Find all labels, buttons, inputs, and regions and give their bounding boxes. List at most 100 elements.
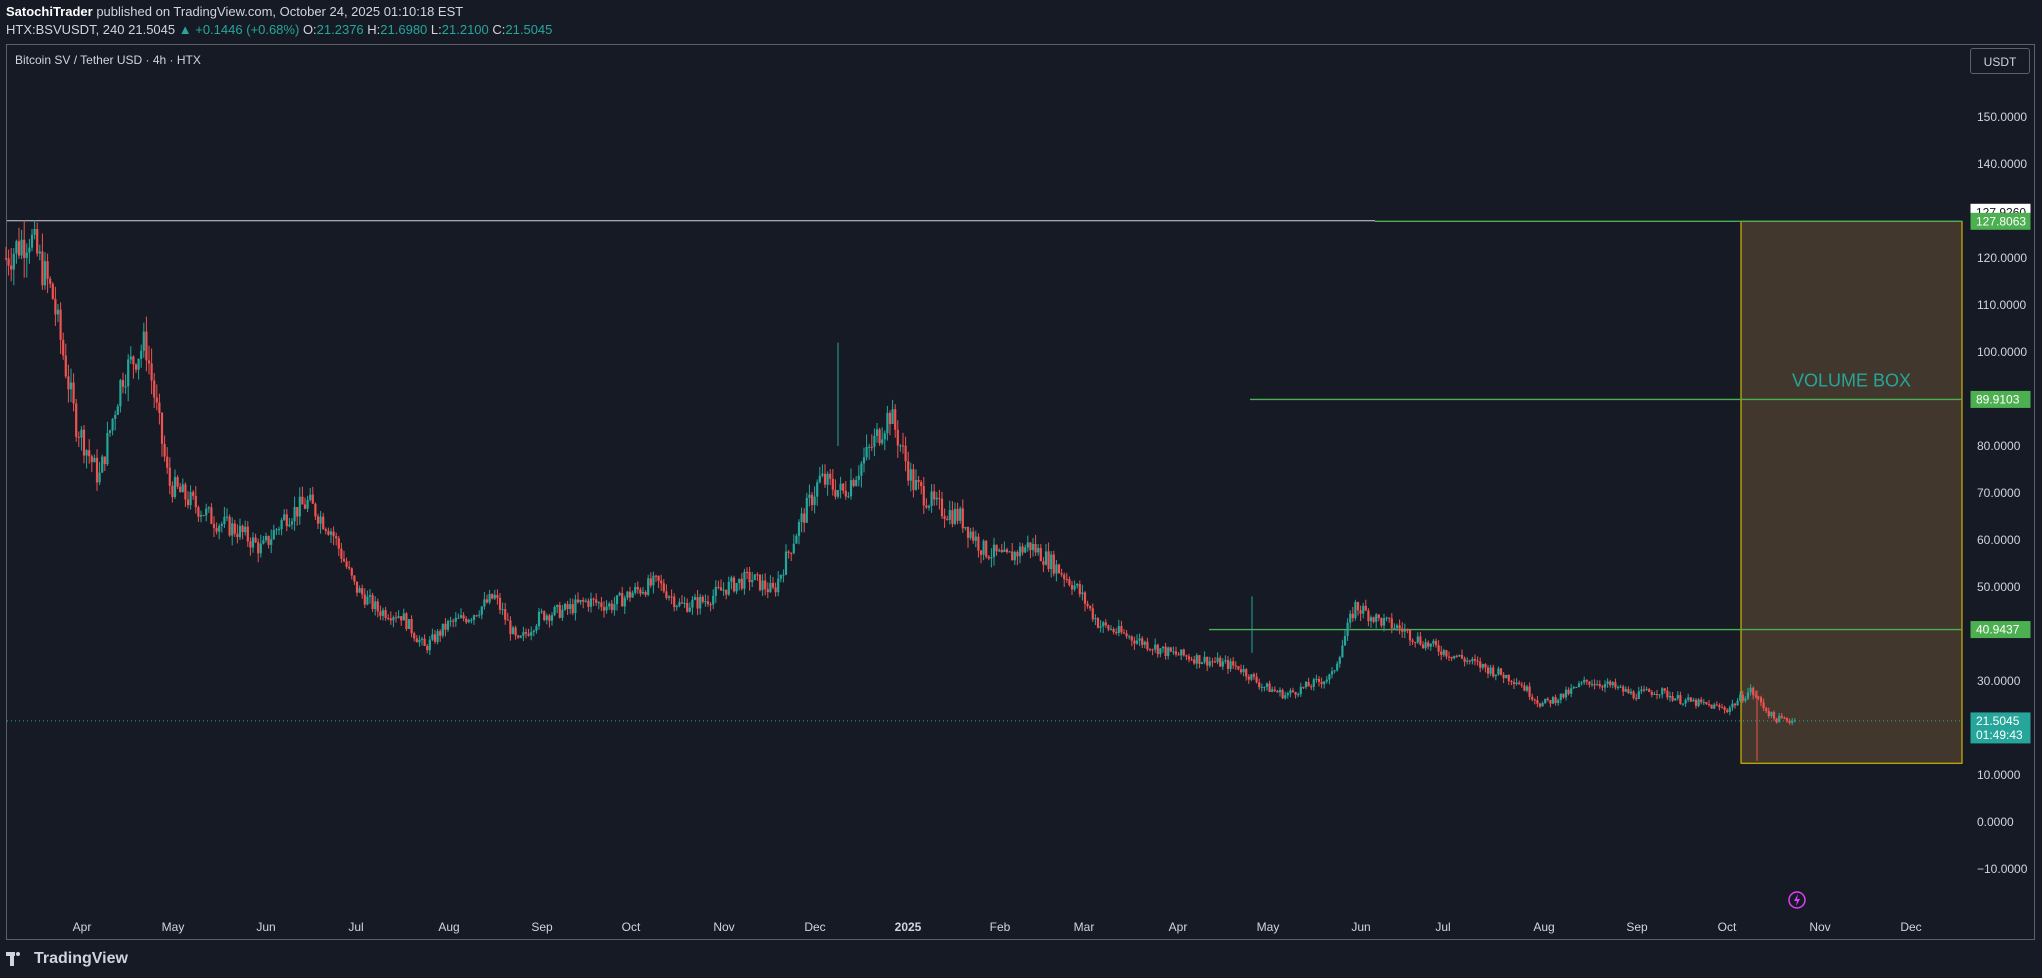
- author-name[interactable]: SatochiTrader: [6, 4, 93, 19]
- y-tick-label: 50.0000: [1977, 580, 2021, 594]
- candle: [691, 599, 694, 608]
- candle: [712, 595, 715, 605]
- candle: [332, 531, 335, 537]
- candle: [1593, 684, 1596, 686]
- candle: [1252, 674, 1256, 677]
- candle: [1117, 625, 1120, 633]
- chart-frame[interactable]: [6, 44, 2035, 940]
- candle: [355, 581, 359, 593]
- candle: [1094, 618, 1097, 620]
- candle: [813, 496, 816, 506]
- candle: [1590, 684, 1594, 686]
- candle: [1416, 636, 1419, 643]
- candle: [1039, 548, 1042, 562]
- candle: [1125, 633, 1128, 637]
- candle: [233, 523, 236, 534]
- candle: [1073, 585, 1076, 590]
- candle: [1655, 694, 1659, 696]
- candle: [166, 456, 169, 468]
- candle: [1083, 592, 1087, 604]
- candle: [623, 597, 626, 607]
- candle: [246, 526, 249, 542]
- candle: [587, 600, 590, 607]
- candle: [1224, 660, 1227, 662]
- candle: [218, 526, 221, 532]
- y-axis[interactable]: −10.00000.000010.000020.000030.000040.00…: [1977, 110, 2028, 876]
- candle: [1057, 564, 1061, 574]
- candle: [985, 540, 988, 557]
- candle: [1312, 679, 1315, 687]
- candle: [350, 568, 353, 576]
- candle: [67, 376, 70, 390]
- candle: [1263, 686, 1266, 688]
- candle: [1681, 703, 1685, 705]
- current-price-tag-countdown: 01:49:43: [1976, 728, 2023, 742]
- candle: [883, 433, 886, 440]
- candle: [168, 467, 171, 486]
- candle: [1203, 656, 1206, 663]
- candle: [714, 586, 717, 596]
- candle: [501, 609, 504, 611]
- candle: [54, 298, 57, 315]
- candle: [1208, 661, 1211, 666]
- candle: [36, 229, 39, 254]
- candle: [771, 582, 775, 588]
- x-tick-label: Jul: [348, 920, 363, 934]
- candle: [1645, 689, 1648, 691]
- candle: [764, 580, 767, 590]
- candle: [303, 504, 307, 509]
- candle: [1297, 694, 1300, 696]
- x-tick-label: Jun: [1351, 920, 1370, 934]
- candle: [1598, 684, 1601, 687]
- candle: [1320, 681, 1323, 685]
- candle: [454, 617, 457, 622]
- candle: [1658, 694, 1661, 696]
- low-label: L:: [430, 22, 442, 37]
- candle: [766, 589, 769, 593]
- currency-button[interactable]: USDT: [1970, 48, 2030, 74]
- x-axis[interactable]: Apr May Jun Jul Aug Sep Oct Nov Dec 2025 Feb Mar Apr…: [73, 920, 1922, 934]
- candle: [1148, 649, 1152, 651]
- candle: [1627, 689, 1630, 694]
- candle: [740, 578, 743, 589]
- candle: [368, 595, 372, 597]
- candle: [238, 525, 242, 538]
- candle: [834, 489, 837, 497]
- tradingview-logo[interactable]: TradingView: [6, 950, 128, 968]
- candle: [1122, 632, 1126, 634]
- candle: [171, 485, 174, 498]
- candle: [1356, 602, 1360, 611]
- candle: [1731, 703, 1734, 708]
- candle: [613, 604, 616, 611]
- candle: [1424, 642, 1427, 649]
- candle: [1460, 654, 1464, 659]
- candle: [1377, 614, 1380, 618]
- candle: [186, 499, 190, 506]
- price-chart[interactable]: Bitcoin SV / Tether USD · 4h · HTX VOLUM…: [0, 0, 2042, 940]
- candle: [602, 607, 606, 611]
- candle: [584, 600, 587, 602]
- y-tick-label: 70.0000: [1977, 486, 2021, 500]
- candle: [1052, 554, 1055, 574]
- candle: [23, 239, 26, 258]
- candle: [1081, 592, 1084, 595]
- candle: [701, 596, 704, 602]
- candle: [1707, 704, 1711, 706]
- candle: [1109, 629, 1113, 631]
- symbol-label: HTX:BSVUSDT, 240: [6, 22, 125, 37]
- candle: [1432, 640, 1435, 644]
- candle: [1185, 655, 1188, 657]
- candle: [639, 589, 642, 594]
- candle: [1395, 625, 1399, 628]
- candle: [1154, 644, 1157, 650]
- candle: [769, 582, 772, 593]
- candle: [90, 456, 93, 463]
- candle: [1299, 686, 1302, 695]
- candles-layer: [4, 220, 1796, 761]
- replay-icon[interactable]: [1788, 891, 1806, 909]
- candle: [1528, 686, 1531, 697]
- candle: [1754, 695, 1757, 697]
- candle: [1362, 605, 1365, 614]
- candle: [285, 514, 288, 527]
- candle: [1029, 542, 1032, 551]
